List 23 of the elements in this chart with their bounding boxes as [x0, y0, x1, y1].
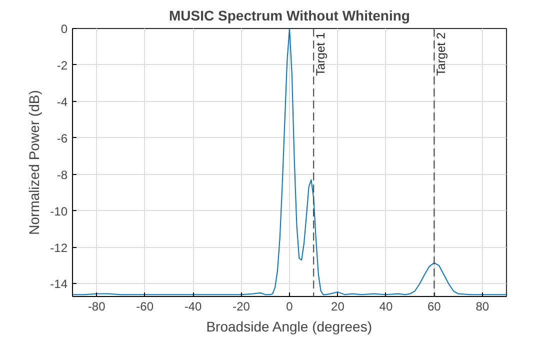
x-tick-label: 0 — [286, 300, 294, 314]
y-tick-label: -8 — [56, 168, 68, 182]
x-tick-label: 60 — [427, 300, 442, 314]
y-tick-label: -10 — [50, 204, 68, 218]
y-tick-label: -6 — [56, 131, 68, 146]
x-tick-label: -60 — [136, 300, 154, 314]
y-axis-title: Normalized Power (dB) — [26, 90, 42, 235]
x-tick-label: 40 — [379, 300, 393, 314]
chart-title: MUSIC Spectrum Without Whitening — [169, 8, 410, 24]
line-series — [72, 28, 506, 296]
ref-line-label: Target 1 — [314, 32, 328, 76]
x-axis-title: Broadside Angle (degrees) — [206, 318, 372, 334]
x-tick-label: -20 — [232, 300, 250, 314]
x-tick-label: -80 — [88, 300, 106, 314]
x-tick-label: -40 — [184, 300, 202, 314]
y-tick-label: -2 — [56, 58, 68, 72]
x-tick-label: 20 — [331, 300, 345, 314]
y-tick-label: -14 — [50, 277, 68, 292]
y-tick-label: 0 — [60, 22, 68, 36]
y-tick-label: -4 — [56, 94, 68, 109]
x-tick-label: 80 — [476, 300, 490, 314]
y-tick-label: -12 — [50, 240, 68, 255]
ref-line-label: Target 2 — [434, 32, 448, 76]
